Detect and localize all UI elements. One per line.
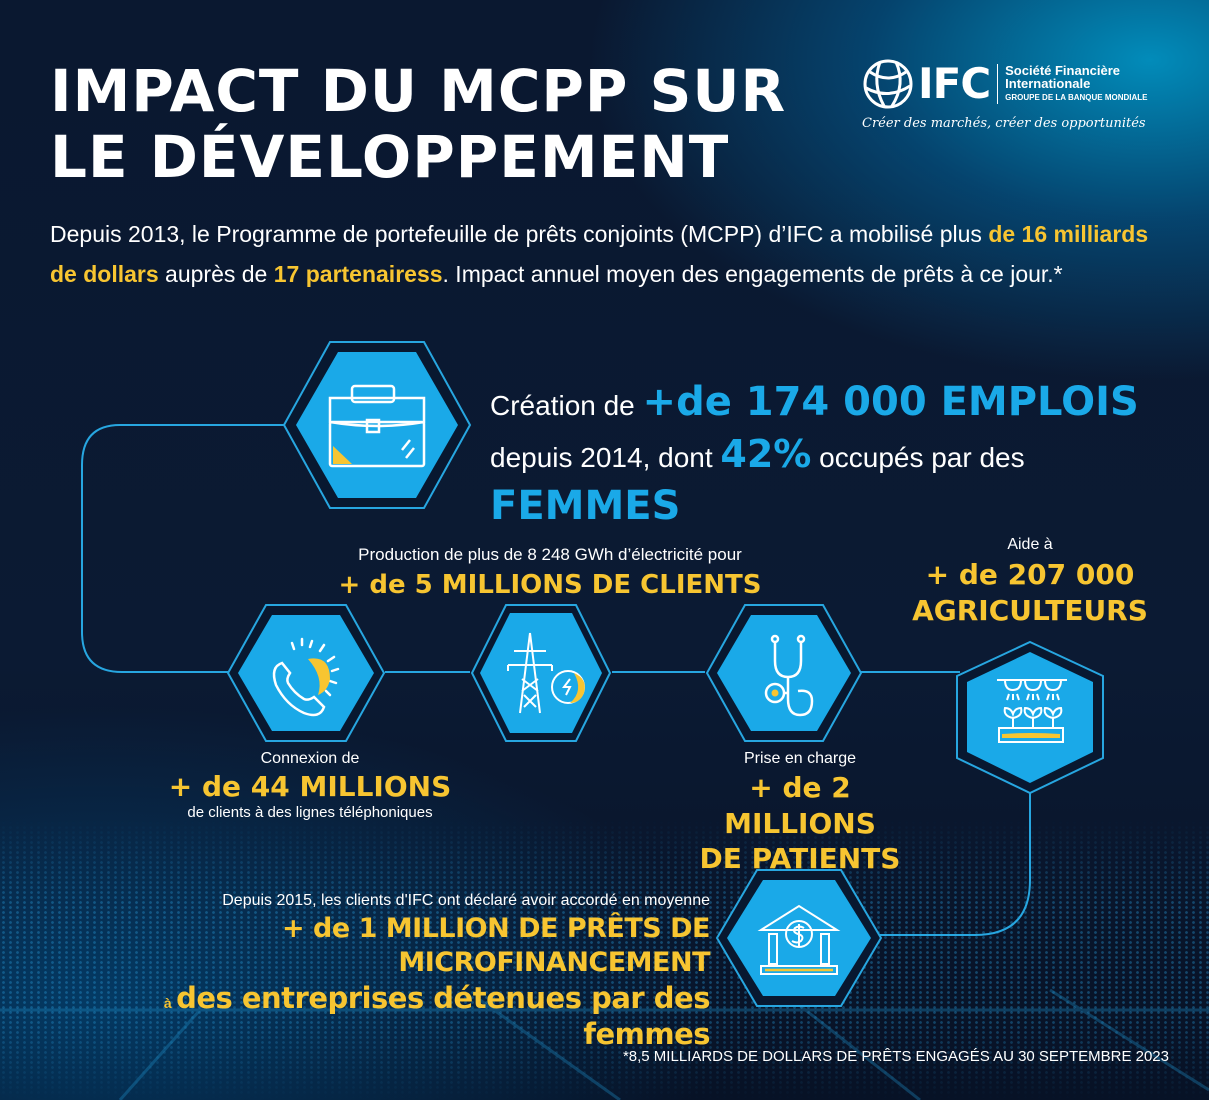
bank-dollar-icon — [757, 904, 841, 975]
jobs-line2-pre: depuis 2014, dont — [490, 442, 721, 473]
jobs-line2-mid: occupés par des — [811, 442, 1025, 473]
microfinance-stat: Depuis 2015, les clients d'IFC ont décla… — [30, 890, 711, 1052]
title-line-1: IMPACT DU MCPP SUR — [50, 57, 787, 125]
farmers-pre: Aide à — [1007, 536, 1053, 553]
logo-tagline: Créer des marchés, créer des opportunité… — [862, 116, 1146, 131]
jobs-value: +de 174 000 EMPLOIS — [642, 379, 1139, 425]
phone-post: de clients à des lignes téléphoniques — [187, 804, 433, 821]
microfinance-value-line-1: + de 1 MILLION DE PRÊTS DE MICROFINANCEM… — [282, 913, 710, 978]
microfinance-pre: Depuis 2015, les clients d'IFC ont décla… — [222, 892, 710, 909]
microfinance-value-line-2: des entreprises détenues par des femmes — [176, 981, 710, 1051]
phone-icon — [272, 637, 340, 717]
globe-icon — [863, 59, 913, 109]
farmers-value-line-1: + de 207 000 — [925, 558, 1135, 591]
jobs-women-label: FEMMES — [490, 483, 681, 529]
logo-name-line-2: Internationale — [1005, 76, 1091, 91]
intro-highlight-partners: 17 partenairess — [273, 261, 443, 287]
intro-text-2: auprès de — [158, 261, 274, 287]
electricity-pre: Production de plus de 8 248 GWh d’électr… — [358, 545, 742, 564]
farmers-stat: Aide à + de 207 000 AGRICULTEURS — [905, 534, 1155, 628]
ifc-logo: IFC Société Financière Internationale GR… — [862, 58, 1162, 131]
phone-stat: Connexion de + de 44 MILLIONS de clients… — [160, 748, 460, 821]
logo-divider — [997, 64, 999, 104]
intro-text-3: . Impact annuel moyen des engagements de… — [442, 261, 1063, 287]
jobs-pre: Création de — [490, 390, 643, 421]
electricity-stat: Production de plus de 8 248 GWh d’électr… — [300, 544, 800, 604]
world-map-dot-grid — [0, 820, 1209, 1100]
electricity-value: + de 5 MILLIONS DE CLIENTS — [338, 570, 762, 600]
hex-jobs — [282, 340, 472, 510]
logo-name-line-1: Société Financière — [1005, 63, 1121, 78]
hex-farmers — [955, 640, 1105, 795]
sprouts-irrigation-icon — [997, 679, 1067, 743]
page-title: IMPACT DU MCPP SUR LE DÉVELOPPEMENT — [50, 58, 830, 190]
stethoscope-icon — [764, 634, 814, 717]
footnote: *8,5 MILLIARDS DE DOLLARS DE PRÊTS ENGAG… — [622, 1048, 1169, 1065]
hex-electricity — [470, 603, 612, 743]
microfinance-prefix: à — [163, 995, 172, 1011]
health-value-line-1: + de 2 MILLIONS — [724, 771, 876, 840]
hex-health — [705, 603, 863, 743]
health-pre: Prise en charge — [743, 750, 857, 767]
farmers-value-line-2: AGRICULTEURS — [912, 594, 1148, 627]
title-line-2: LE DÉVELOPPEMENT — [50, 123, 730, 191]
jobs-percent-women: 42% — [720, 432, 812, 476]
logo-group: GROUPE DE LA BANQUE MONDIALE — [1005, 93, 1148, 102]
intro-text-1: Depuis 2013, le Programme de portefeuill… — [50, 221, 989, 247]
briefcase-icon — [328, 384, 426, 468]
jobs-stat: Création de +de 174 000 EMPLOIS depuis 2… — [490, 378, 1190, 534]
hex-phone — [226, 603, 386, 743]
logo-mark: IFC — [918, 59, 991, 108]
phone-pre: Connexion de — [260, 750, 360, 767]
hex-microfinance — [715, 868, 883, 1008]
health-stat: Prise en charge + de 2 MILLIONS DE PATIE… — [670, 748, 930, 876]
intro-highlight-amount: de 16 milliards de dollars — [50, 221, 1149, 287]
phone-value: + de 44 MILLIONS — [168, 770, 452, 803]
intro-paragraph: Depuis 2013, le Programme de portefeuill… — [50, 214, 1180, 294]
